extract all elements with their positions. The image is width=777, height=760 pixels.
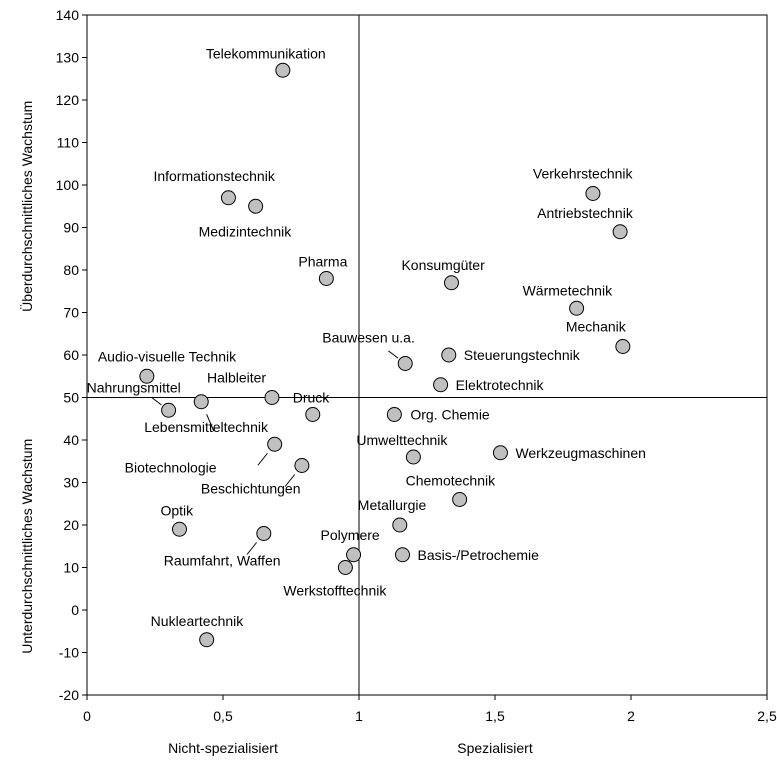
x-tick-label: 1,5 [485, 708, 505, 724]
point-umwelttechnik [405, 449, 421, 465]
x-tick-label: 1 [355, 708, 363, 724]
point-label-mechanik: Mechanik [566, 319, 627, 335]
point-label-antriebstechnik: Antriebstechnik [537, 205, 634, 221]
y-axis-label-upper: Überdurchschnittliches Wachstum [18, 101, 35, 312]
y-tick-label: 100 [56, 177, 80, 193]
point-labels: Telekommunikation Informationstechnik Medi… [87, 45, 646, 629]
point-label-halbleiter: Halbleiter [207, 370, 266, 386]
point-audio-visuelle-technik [139, 368, 155, 384]
point-werkzeugmaschinen [492, 445, 508, 461]
point-telekommunikation [275, 62, 291, 78]
x-axis-label-left: Nicht-spezialisiert [168, 740, 278, 756]
point-label-verkehrstechnik: Verkehrstechnik [533, 166, 634, 182]
y-tick-label: 110 [57, 135, 80, 151]
point-pharma [318, 271, 334, 286]
axes: -20-100102030405060708090100110120130140… [18, 7, 777, 756]
y-tick-label: 30 [63, 475, 79, 491]
point-label-lebensmitteltechnik: Lebensmitteltechnik [144, 419, 269, 435]
point-label-werkstofftechnik: Werkstofftechnik [283, 583, 387, 599]
y-tick-label: 130 [56, 50, 80, 66]
point-label-nukleartechnik: Nukleartechnik [151, 613, 245, 629]
point-label-metallurgie: Metallurgie [358, 497, 427, 513]
y-tick-label: 80 [63, 262, 79, 278]
x-tick-label: 0 [83, 708, 91, 724]
point-elektrotechnik [433, 377, 449, 393]
point-wärmetechnik [569, 300, 585, 316]
point-chemotechnik [452, 492, 468, 507]
point-konsumgüter [443, 275, 459, 291]
point-label-audio-visuelle-technik: Audio-visuelle Technik [98, 348, 237, 364]
point-label-nahrungsmittel: Nahrungsmittel [87, 379, 181, 395]
point-label-pharma: Pharma [298, 254, 347, 270]
x-tick-label: 2,5 [757, 708, 777, 724]
y-tick-label: 60 [63, 347, 79, 363]
point-label-informationstechnik: Informationstechnik [153, 168, 275, 184]
point-org-chemie [386, 407, 402, 422]
x-tick-label: 2 [627, 708, 635, 724]
y-tick-label: 40 [63, 432, 79, 448]
leader-line-biotechnologie [257, 452, 268, 466]
point-werkstofftechnik [337, 560, 353, 575]
leader-line-lebensmitteltechnik [206, 414, 215, 432]
point-label-org-chemie: Org. Chemie [410, 407, 490, 423]
leader-line-raumfahrt-waffen [246, 542, 257, 555]
x-axis-label-right: Spezialisiert [457, 740, 533, 756]
point-steuerungstechnik [441, 347, 457, 363]
point-lebensmitteltechnik [193, 394, 209, 410]
leader-line-beschichtungen [284, 474, 296, 487]
point-label-medizintechnik: Medizintechnik [199, 223, 293, 239]
y-tick-label: 140 [56, 7, 80, 23]
point-antriebstechnik [612, 224, 628, 240]
point-label-raumfahrt-waffen: Raumfahrt, Waffen [164, 553, 281, 569]
point-label-beschichtungen: Beschichtungen [201, 481, 301, 497]
y-tick-label: 120 [56, 92, 80, 108]
point-polymere [346, 547, 362, 563]
y-tick-label: -10 [59, 645, 79, 661]
point-label-chemotechnik: Chemotechnik [406, 473, 496, 489]
y-tick-label: 70 [63, 305, 79, 321]
point-bauwesen-u-a [397, 356, 413, 371]
point-label-werkzeugmaschinen: Werkzeugmaschinen [515, 445, 645, 461]
point-nukleartechnik [199, 632, 215, 648]
point-halbleiter [264, 390, 280, 405]
point-label-elektrotechnik: Elektrotechnik [456, 377, 545, 393]
y-tick-label: 50 [63, 390, 79, 406]
point-beschichtungen [294, 458, 310, 473]
point-metallurgie [392, 517, 408, 533]
point-label-wärmetechnik: Wärmetechnik [523, 282, 613, 298]
point-label-druck: Druck [293, 390, 331, 406]
x-tick-label: 0,5 [213, 708, 233, 724]
point-label-optik: Optik [160, 502, 194, 518]
point-mechanik [615, 339, 631, 354]
point-label-bauwesen-u-a: Bauwesen u.a. [322, 330, 415, 346]
point-informationstechnik [220, 190, 236, 206]
point-biotechnologie [267, 436, 283, 452]
y-tick-label: 20 [63, 517, 79, 533]
y-tick-label: 10 [63, 560, 79, 576]
point-druck [305, 407, 321, 422]
y-tick-label: 0 [71, 602, 79, 618]
y-tick-label: -20 [59, 687, 79, 703]
point-optik [171, 521, 187, 537]
point-label-polymere: Polymere [321, 527, 380, 543]
point-label-umwelttechnik: Umwelttechnik [356, 432, 448, 448]
point-label-telekommunikation: Telekommunikation [206, 45, 326, 61]
point-label-steuerungstechnik: Steuerungstechnik [464, 347, 581, 363]
point-label-biotechnologie: Biotechnologie [125, 459, 217, 475]
point-medizintechnik [248, 198, 264, 214]
point-label-basis-petrochemie: Basis-/Petrochemie [418, 547, 540, 563]
point-basis-petrochemie [395, 547, 411, 563]
y-tick-label: 90 [63, 220, 79, 236]
point-raumfahrt-waffen [256, 526, 272, 541]
data-points [139, 62, 631, 648]
leader-line-bauwesen-u-a [388, 350, 399, 359]
y-axis-label-lower: Unterdurchschnittliches Wachstum [19, 439, 35, 654]
leader-line-nahrungsmittel [151, 397, 162, 406]
point-label-konsumgüter: Konsumgüter [401, 257, 485, 273]
point-verkehrstechnik [585, 186, 601, 201]
point-nahrungsmittel [161, 402, 177, 418]
